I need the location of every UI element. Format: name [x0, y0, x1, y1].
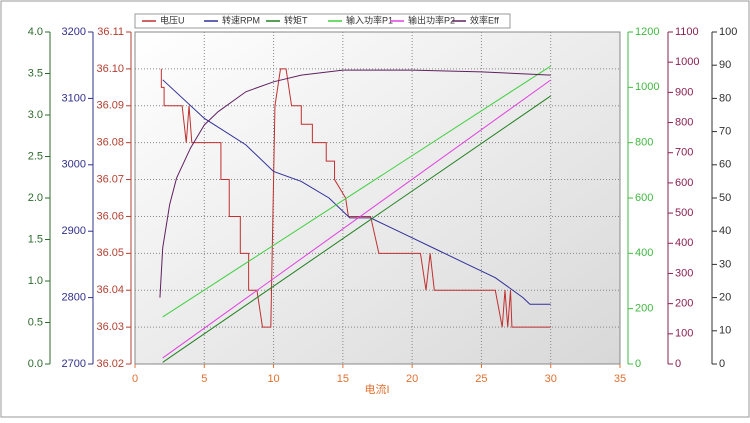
y-tick-label: 3100	[62, 92, 86, 104]
x-tick-label: 35	[614, 373, 626, 385]
y-tick-label: 36.06	[96, 210, 124, 222]
y-tick-label: 2.5	[28, 150, 43, 162]
x-tick-label: 10	[267, 373, 279, 385]
y-tick-label: 400	[675, 237, 693, 249]
y-tick-label: 2700	[62, 358, 86, 370]
y-tick-label: 40	[719, 225, 731, 237]
y-tick-label: 90	[719, 59, 731, 71]
y-tick-label: 200	[675, 298, 693, 310]
series-line	[160, 68, 551, 328]
y-tick-label: 900	[675, 86, 693, 98]
series-line	[162, 79, 551, 305]
y-tick-label: 50	[719, 192, 731, 204]
y-tick-label: 36.07	[96, 173, 124, 185]
y-tick-label: 0	[675, 358, 681, 370]
y-tick-label: 800	[635, 137, 653, 149]
y-tick-label: 400	[635, 247, 653, 259]
y-tick-label: 36.05	[96, 247, 124, 259]
y-tick-label: 800	[675, 116, 693, 128]
y-tick-label: 36.11	[97, 26, 124, 38]
x-tick-label: 30	[545, 373, 557, 385]
y-tick-label: 1000	[675, 56, 699, 68]
y-tick-label: 2800	[62, 292, 86, 304]
y-tick-label: 80	[719, 92, 731, 104]
y-tick-label: 700	[675, 147, 693, 159]
y-tick-label: 1.5	[28, 233, 43, 245]
y-tick-label: 36.09	[96, 100, 124, 112]
y-tick-label: 36.04	[96, 284, 124, 296]
x-tick-label: 0	[132, 373, 138, 385]
y-tick-label: 0.5	[28, 316, 43, 328]
legend-label: 转矩T	[284, 14, 308, 25]
legend-label: 输出功率P2	[408, 14, 455, 25]
y-tick-label: 36.02	[96, 358, 124, 370]
x-axis-label: 电流I	[364, 382, 389, 396]
y-tick-label: 36.08	[96, 137, 124, 149]
y-tick-label: 0	[635, 358, 641, 370]
y-tick-label: 1000	[635, 81, 659, 93]
y-tick-label: 100	[719, 26, 737, 38]
y-tick-label: 2.0	[28, 192, 43, 204]
y-tick-label: 36.03	[96, 321, 124, 333]
x-tick-label: 20	[406, 373, 418, 385]
y-tick-label: 600	[675, 177, 693, 189]
y-tick-label: 100	[675, 328, 693, 340]
y-tick-label: 1200	[635, 26, 659, 38]
series-line	[162, 65, 551, 318]
series-line	[159, 69, 551, 298]
y-tick-label: 1100	[675, 26, 699, 38]
y-tick-label: 500	[675, 207, 693, 219]
y-tick-label: 3.5	[28, 67, 43, 79]
legend-label: 输入功率P1	[346, 14, 393, 25]
y-tick-label: 10	[719, 325, 731, 337]
x-tick-label: 5	[201, 373, 207, 385]
legend-label: 电压U	[160, 14, 185, 25]
y-tick-label: 0	[719, 358, 725, 370]
legend-label: 转速RPM	[222, 14, 260, 25]
series-line	[162, 95, 551, 363]
y-tick-label: 3200	[62, 26, 86, 38]
y-tick-label: 60	[719, 159, 731, 171]
x-tick-label: 15	[337, 373, 349, 385]
legend-label: 效率Eff	[470, 14, 499, 25]
y-tick-label: 200	[635, 303, 653, 315]
legend-box	[134, 13, 511, 29]
y-tick-label: 2900	[62, 225, 86, 237]
y-tick-label: 70	[719, 126, 731, 138]
plot-area	[134, 31, 621, 365]
y-tick-label: 30	[719, 258, 731, 270]
series-line	[162, 79, 552, 359]
y-tick-label: 600	[635, 192, 653, 204]
y-tick-label: 4.0	[28, 26, 43, 38]
y-tick-label: 3000	[62, 159, 86, 171]
y-tick-label: 1.0	[28, 275, 43, 287]
y-tick-label: 36.10	[96, 63, 124, 75]
x-tick-label: 25	[475, 373, 487, 385]
y-tick-label: 3.0	[28, 109, 43, 121]
y-tick-label: 300	[675, 267, 693, 279]
y-tick-label: 20	[719, 292, 731, 304]
y-tick-label: 0.0	[28, 358, 43, 370]
